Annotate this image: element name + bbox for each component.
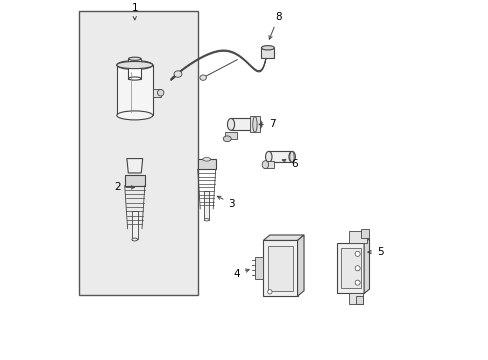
Ellipse shape — [157, 90, 163, 96]
Ellipse shape — [252, 117, 257, 132]
Bar — [340, 248, 360, 288]
Bar — [265, 161, 274, 167]
Polygon shape — [364, 239, 369, 293]
Text: 6: 6 — [282, 159, 297, 169]
Ellipse shape — [117, 62, 152, 69]
Ellipse shape — [261, 46, 274, 50]
Bar — [261, 48, 274, 58]
Polygon shape — [126, 158, 142, 173]
Text: 1: 1 — [131, 3, 138, 20]
Bar — [197, 159, 215, 169]
Ellipse shape — [174, 71, 182, 77]
Bar — [117, 65, 152, 116]
Bar — [124, 175, 144, 185]
Ellipse shape — [200, 75, 206, 80]
Circle shape — [354, 251, 359, 256]
Bar — [255, 257, 263, 279]
Text: 7: 7 — [259, 120, 275, 129]
Ellipse shape — [132, 238, 138, 241]
Ellipse shape — [254, 118, 261, 130]
Ellipse shape — [128, 57, 141, 60]
Ellipse shape — [117, 60, 152, 69]
Ellipse shape — [288, 151, 295, 162]
Text: 8: 8 — [268, 12, 281, 39]
Ellipse shape — [262, 161, 268, 168]
Bar — [204, 191, 209, 220]
Circle shape — [354, 280, 359, 285]
Bar — [128, 59, 141, 78]
Bar — [267, 246, 293, 291]
Text: 4: 4 — [233, 269, 248, 279]
Polygon shape — [297, 235, 304, 296]
Ellipse shape — [128, 77, 141, 80]
Ellipse shape — [227, 118, 234, 130]
Bar — [355, 296, 363, 303]
Bar — [336, 243, 364, 293]
Circle shape — [354, 266, 359, 271]
Bar — [224, 132, 237, 139]
Bar — [263, 240, 297, 296]
Ellipse shape — [265, 151, 271, 162]
Ellipse shape — [204, 219, 209, 221]
Ellipse shape — [117, 111, 152, 120]
Text: 2: 2 — [114, 183, 134, 192]
Bar — [249, 117, 260, 132]
Ellipse shape — [223, 136, 231, 142]
Bar — [348, 293, 363, 303]
Bar — [79, 11, 197, 295]
Polygon shape — [263, 235, 304, 240]
Ellipse shape — [289, 151, 294, 162]
Bar — [348, 230, 366, 243]
Ellipse shape — [203, 157, 210, 161]
Text: 3: 3 — [217, 196, 234, 208]
Circle shape — [267, 290, 271, 294]
Bar — [268, 151, 291, 162]
Bar — [361, 229, 368, 238]
Bar — [132, 211, 138, 239]
Bar — [152, 89, 161, 97]
Text: 5: 5 — [367, 247, 383, 257]
Bar — [230, 118, 258, 130]
